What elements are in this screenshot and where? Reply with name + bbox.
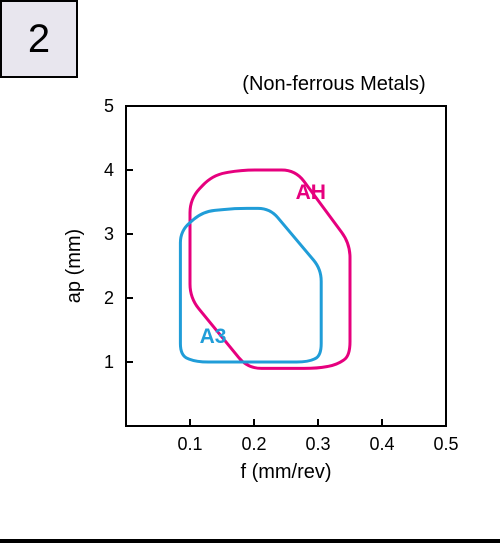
y-tick-label: 4 [104, 160, 114, 180]
chart-svg: (Non-ferrous Metals) 0.1 0.2 0.3 0.4 0.5 f (mm… [40, 50, 480, 520]
x-tick-label: 0.1 [177, 434, 202, 454]
x-tick-label: 0.4 [369, 434, 394, 454]
y-tick-label: 5 [104, 96, 114, 116]
region-label-a3: A3 [200, 325, 227, 348]
y-tick-label: 2 [104, 288, 114, 308]
x-tick-label: 0.5 [433, 434, 458, 454]
x-tick-label: 0.3 [305, 434, 330, 454]
region-label-ah: AH [296, 181, 326, 204]
y-axis-label: ap (mm) [63, 229, 85, 303]
y-tick-label: 1 [104, 352, 114, 372]
page-frame: 2 (Non-ferrous Metals) 0.1 0.2 0.3 0.4 0.5 f (… [0, 0, 500, 543]
plot-border [126, 106, 446, 426]
chart-container: (Non-ferrous Metals) 0.1 0.2 0.3 0.4 0.5 f (mm… [40, 50, 480, 520]
y-tick-label: 3 [104, 224, 114, 244]
chart-title: (Non-ferrous Metals) [242, 73, 425, 95]
x-axis-label: f (mm/rev) [240, 461, 331, 483]
badge-box: 2 [0, 0, 78, 78]
badge-number: 2 [28, 17, 50, 62]
x-tick-label: 0.2 [241, 434, 266, 454]
